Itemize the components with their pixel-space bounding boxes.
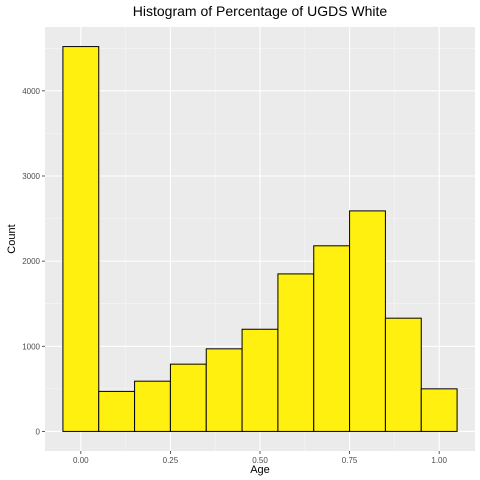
histogram-bar-9 <box>349 210 386 432</box>
histogram-bar-3 <box>134 380 171 432</box>
histogram-bar-1 <box>62 46 100 432</box>
bars <box>62 46 458 432</box>
histogram-bar-7 <box>277 273 315 432</box>
y-axis-title: Count <box>6 224 18 253</box>
y-axis: 0 1000 2000 3000 4000 <box>22 87 45 436</box>
histogram-bar-4 <box>169 363 207 432</box>
histogram-bar-2 <box>98 390 136 432</box>
x-tick-label: 0.50 <box>252 456 268 465</box>
histogram-bar-10 <box>384 317 422 432</box>
y-tick-label: 3000 <box>22 172 40 181</box>
histogram-bar-5 <box>205 348 243 432</box>
y-tick-label: 1000 <box>22 342 40 351</box>
y-tick-label: 2000 <box>22 257 40 266</box>
histogram-bar-6 <box>241 328 279 432</box>
x-tick-label: 0.25 <box>163 456 179 465</box>
x-tick-label: 0.00 <box>73 456 89 465</box>
histogram-bar-8 <box>313 245 351 432</box>
y-tick-label: 0 <box>36 427 41 436</box>
x-tick-label: 0.75 <box>342 456 358 465</box>
chart-title: Histogram of Percentage of UGDS White <box>133 3 388 19</box>
x-axis-title: Age <box>250 464 270 476</box>
x-tick-label: 1.00 <box>431 456 447 465</box>
y-tick-label: 4000 <box>22 87 40 96</box>
x-axis: 0.00 0.25 0.50 0.75 1.00 <box>73 451 447 465</box>
histogram-bar-11 <box>420 388 458 432</box>
